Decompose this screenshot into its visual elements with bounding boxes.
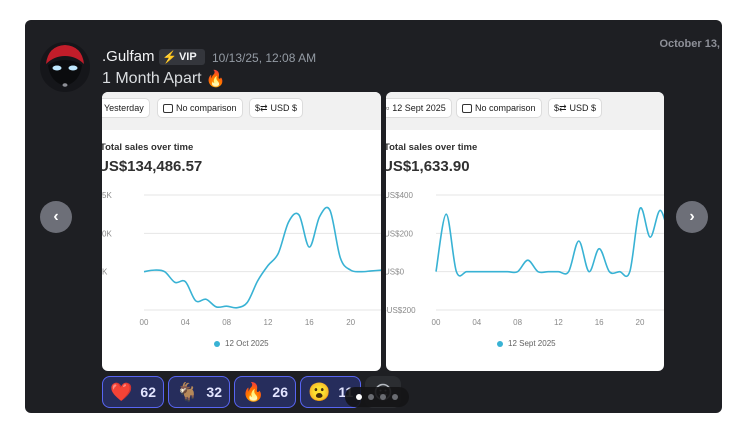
series-line	[435, 207, 664, 278]
currency-swap-icon: $⇄	[255, 102, 268, 113]
y-tick-label: US$10K	[102, 229, 112, 238]
reaction-heart[interactable]: ❤️ 62	[102, 376, 164, 408]
pager-dot[interactable]	[392, 394, 398, 400]
y-tick-label: US$200	[386, 229, 413, 238]
metric-title: Total sales over time	[102, 142, 194, 153]
x-tick-label: 16	[595, 318, 604, 327]
fire-emoji-icon: 🔥	[242, 382, 265, 402]
x-tick-label: 04	[472, 318, 481, 327]
reaction-goat[interactable]: 🐐 32	[168, 376, 230, 408]
date-range-chip[interactable]: Yesterday	[102, 98, 150, 118]
message-panel: October 13, .Gulfam ⚡ VIP 10/13/25, 12:0…	[25, 20, 722, 413]
reaction-fire[interactable]: 🔥 26	[234, 376, 296, 408]
calendar-icon	[462, 103, 472, 113]
attachment-image-2[interactable]: ▫ 12 Sept 2025 No comparison $⇄ USD $ To…	[386, 92, 664, 371]
pager-dot[interactable]	[356, 394, 362, 400]
y-tick-label: US$0	[102, 306, 103, 315]
user-avatar[interactable]	[40, 42, 90, 92]
x-tick-label: 04	[181, 318, 190, 327]
badge-label: VIP	[178, 51, 197, 63]
legend-label: 12 Oct 2025	[225, 339, 269, 348]
message-text: 1 Month Apart 🔥	[102, 69, 226, 89]
calendar-icon: ▫	[386, 103, 390, 113]
vip-badge[interactable]: ⚡ VIP	[159, 49, 205, 65]
x-tick-label: 16	[305, 318, 314, 327]
comparison-chip[interactable]: No comparison	[157, 98, 243, 118]
sales-line-chart: -US$200 US$0 US$200 US$400 00 04 08 12 16 20	[386, 191, 664, 327]
currency-chip[interactable]: $⇄ USD $	[548, 98, 603, 118]
message-body: 1 Month Apart	[102, 70, 202, 87]
currency-swap-icon: $⇄	[554, 102, 567, 113]
date-separator: October 13,	[659, 38, 720, 50]
reaction-count: 26	[272, 384, 288, 400]
message-timestamp: 10/13/25, 12:08 AM	[212, 51, 317, 65]
carousel-pager	[345, 387, 409, 407]
date-range-chip[interactable]: ▫ 12 Sept 2025	[386, 98, 452, 118]
comparison-chip[interactable]: No comparison	[456, 98, 542, 118]
carousel-prev-button[interactable]: ‹	[40, 201, 72, 233]
legend-label: 12 Sept 2025	[508, 339, 556, 348]
currency-chip[interactable]: $⇄ USD $	[249, 98, 304, 118]
username[interactable]: .Gulfam	[102, 48, 155, 65]
y-tick-label: US$0	[386, 268, 405, 277]
x-tick-label: 08	[513, 318, 522, 327]
legend-dot-icon	[214, 340, 220, 347]
reaction-count: 62	[140, 384, 156, 400]
series-line	[143, 206, 381, 309]
metric-title: Total sales over time	[386, 142, 478, 153]
x-tick-label: 12	[264, 318, 273, 327]
y-tick-label: US$15K	[102, 191, 112, 200]
fire-emoji-icon: 🔥	[205, 71, 226, 88]
legend-dot-icon	[497, 340, 503, 347]
y-tick-label: US$400	[386, 191, 413, 200]
x-tick-label: 20	[346, 318, 355, 327]
surprised-emoji-icon: 😮	[308, 382, 331, 402]
metric-value: US$134,486.57	[102, 158, 203, 175]
lightning-icon: ⚡	[162, 50, 177, 64]
chart-legend: 12 Sept 2025	[497, 339, 556, 348]
pager-dot[interactable]	[380, 394, 386, 400]
x-tick-label: 12	[554, 318, 563, 327]
sales-line-chart: US$0 US$5K US$10K US$15K 00 04 08 12 16 20	[102, 191, 381, 327]
pager-dot[interactable]	[368, 394, 374, 400]
y-tick-label: -US$200	[386, 306, 416, 315]
x-tick-label: 00	[140, 318, 149, 327]
heart-emoji-icon: ❤️	[110, 382, 133, 402]
report-toolbar: Yesterday No comparison $⇄ USD $	[102, 92, 381, 130]
carousel-next-button[interactable]: ›	[676, 201, 708, 233]
report-toolbar: ▫ 12 Sept 2025 No comparison $⇄ USD $	[386, 92, 664, 130]
attachment-image-1[interactable]: Yesterday No comparison $⇄ USD $ Total s…	[102, 92, 381, 371]
y-tick-label: US$5K	[102, 268, 108, 277]
x-tick-label: 08	[222, 318, 231, 327]
reaction-count: 32	[206, 384, 222, 400]
chart-legend: 12 Oct 2025	[214, 339, 269, 348]
metric-value: US$1,633.90	[386, 158, 470, 175]
x-tick-label: 20	[636, 318, 645, 327]
x-tick-label: 00	[432, 318, 441, 327]
goat-emoji-icon: 🐐	[176, 382, 199, 402]
calendar-icon	[163, 103, 173, 113]
